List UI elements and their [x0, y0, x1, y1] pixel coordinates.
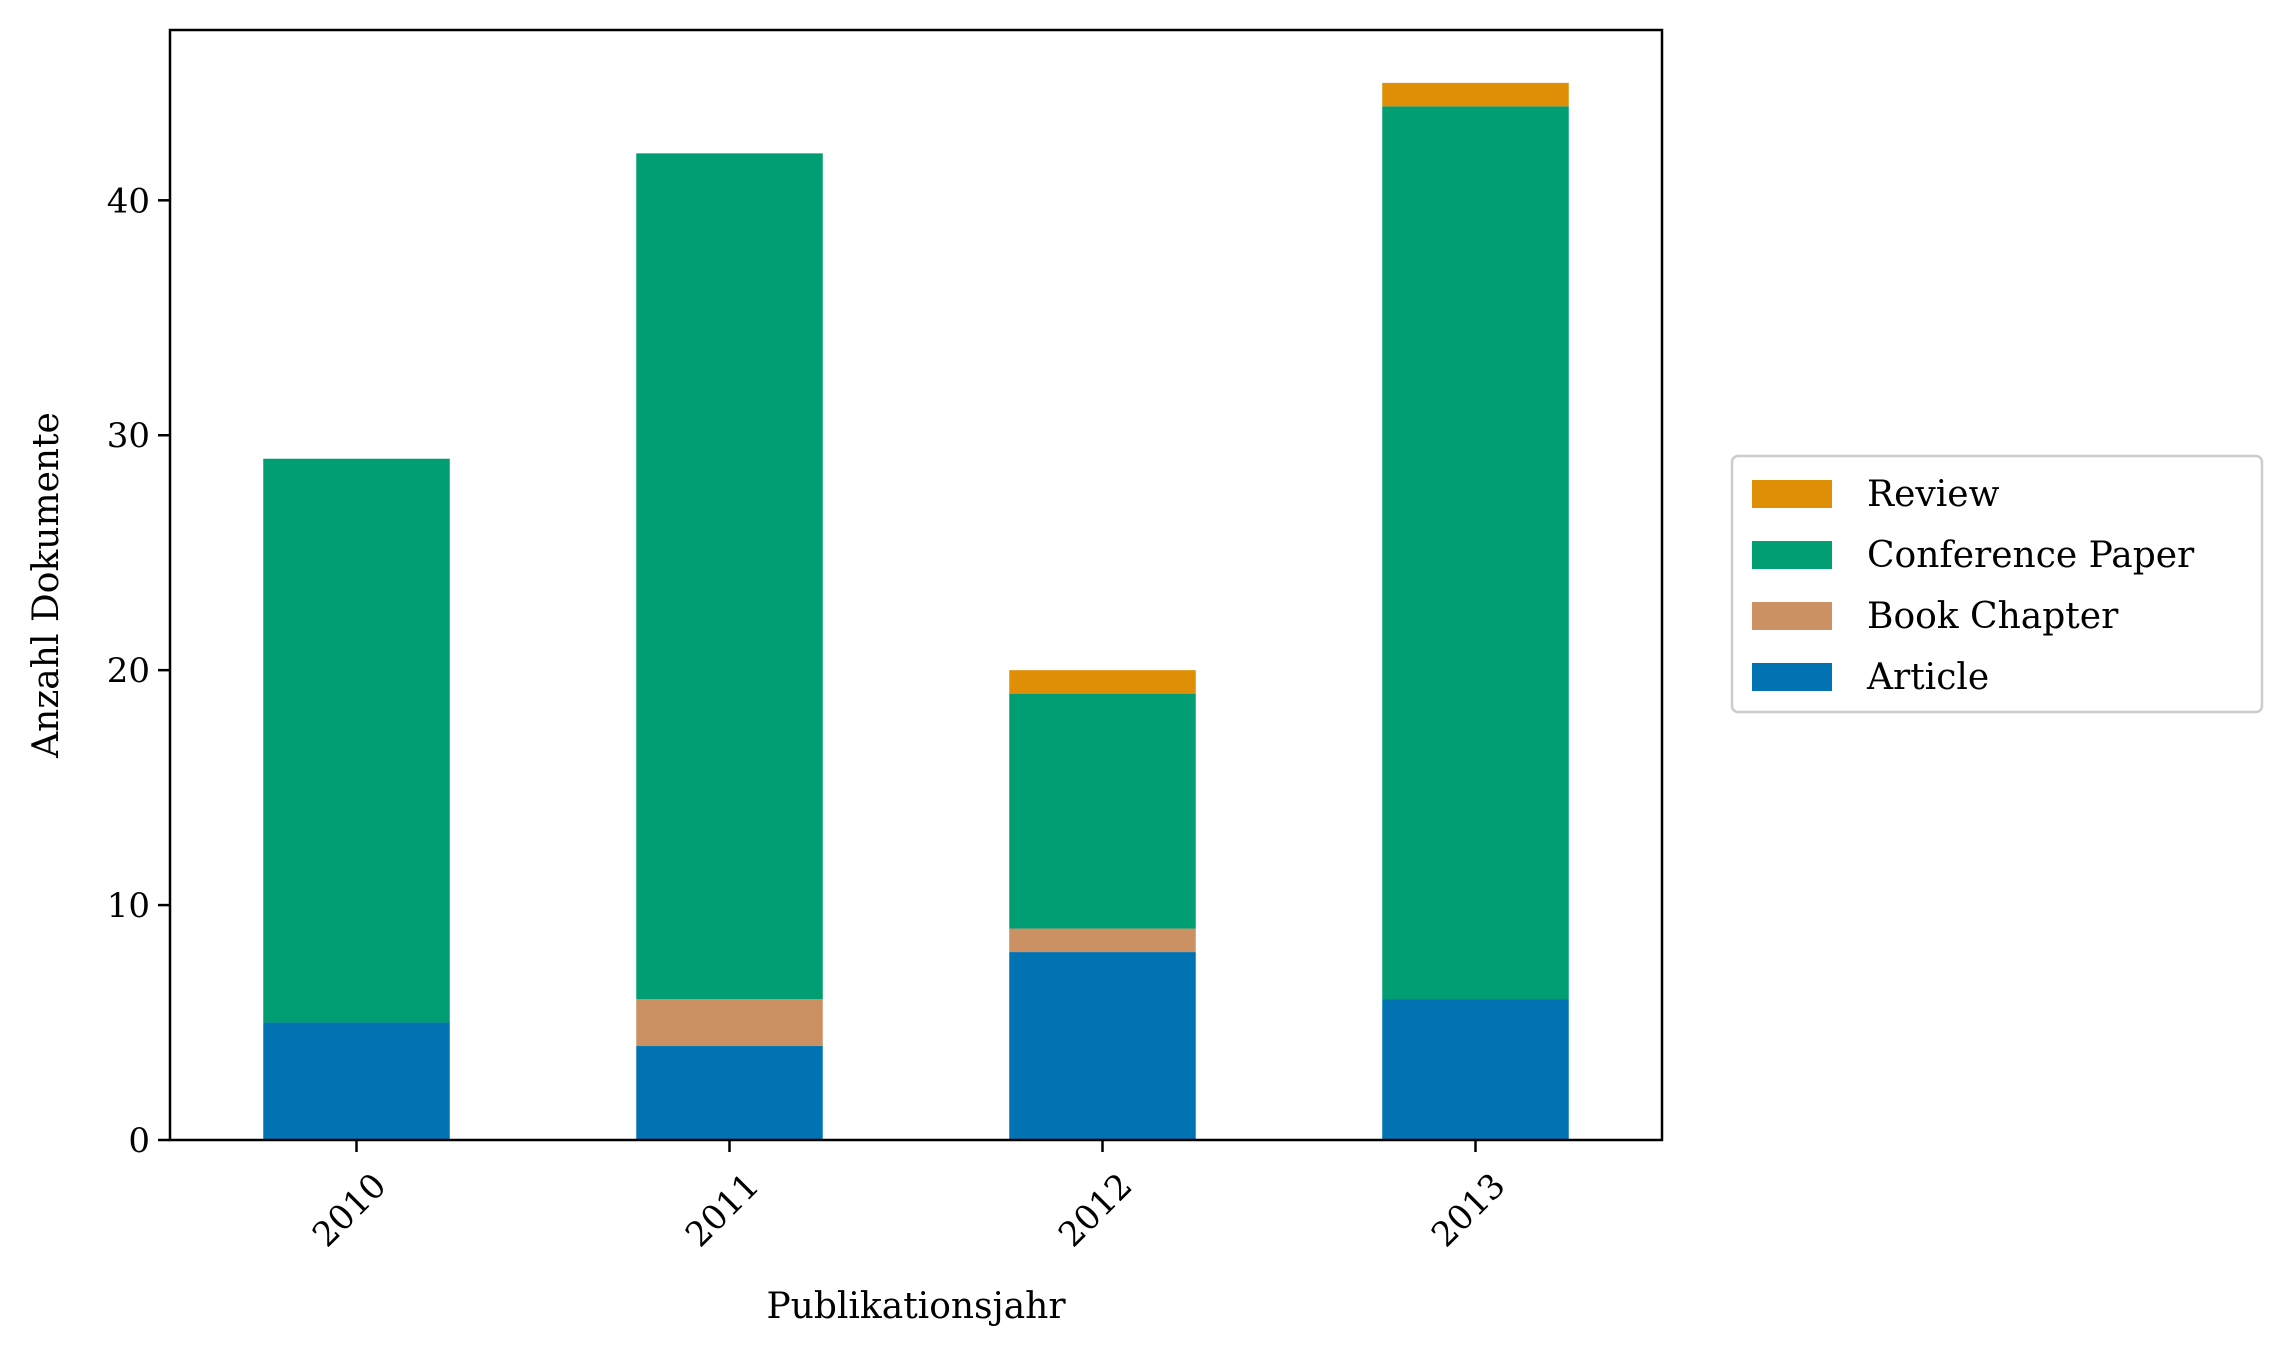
y-axis: 0 10 20 30 40 [107, 181, 170, 1161]
bar-article-2013 [1382, 999, 1569, 1140]
plot-frame [168, 28, 1664, 1142]
bar-article-2010 [263, 1022, 450, 1140]
bar-article-2011 [636, 1046, 823, 1140]
y-tick-label: 0 [128, 1121, 150, 1161]
legend-label-conference-paper: Conference Paper [1867, 535, 2195, 576]
y-tick-label: 10 [107, 886, 150, 926]
legend-label-article: Article [1866, 657, 1989, 698]
bar-review-2013 [1382, 82, 1569, 107]
legend-swatch-conference-paper [1752, 541, 1832, 569]
legend-swatch-article [1752, 663, 1832, 691]
y-tick-label: 20 [107, 651, 150, 691]
bar-article-2012 [1009, 952, 1196, 1140]
bar-conference-paper-2013 [1382, 106, 1569, 1000]
bar-book-chapter-2011 [636, 999, 823, 1047]
bar-conference-paper-2011 [636, 153, 823, 1000]
y-axis-label: Anzahl Dokumente [26, 412, 67, 759]
legend-label-book-chapter: Book Chapter [1867, 596, 2119, 637]
legend: Review Conference Paper Book Chapter Articl… [1730, 454, 2264, 714]
legend-swatch-book-chapter [1752, 602, 1832, 630]
x-axis-label: Publikationsjahr [766, 1286, 1066, 1327]
bars-layer [263, 82, 1569, 1140]
bar-conference-paper-2010 [263, 458, 450, 1023]
legend-swatch-review [1752, 480, 1832, 508]
legend-label-review: Review [1867, 474, 2000, 515]
bar-conference-paper-2012 [1009, 693, 1196, 929]
y-tick-label: 40 [107, 181, 150, 221]
bar-book-chapter-2012 [1009, 928, 1196, 953]
legend-box [1730, 454, 2264, 714]
bar-review-2012 [1009, 670, 1196, 694]
y-tick-label: 30 [107, 416, 150, 456]
